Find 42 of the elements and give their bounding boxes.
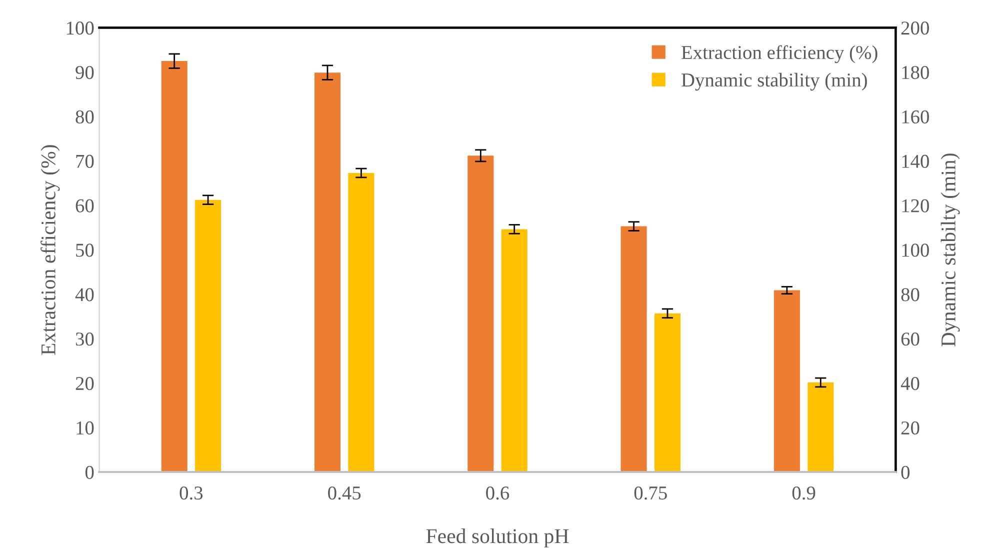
x-tick-label: 0.3 [180,486,203,500]
y2-tick-label: 60 [901,332,920,346]
bar [654,313,681,472]
y-tick-label: 70 [76,154,94,168]
bar [348,172,374,472]
y2-tick-label: 20 [901,421,920,435]
y-tick-label: 100 [66,22,94,35]
y2-tick-label: 180 [902,66,929,80]
bar [195,200,222,472]
y2-tick-label: 120 [902,199,929,212]
y2-tick-label: 80 [901,288,920,302]
bar [161,61,188,472]
x-tick-label: 0.9 [792,486,816,500]
x-axis-title: Feed solution pH [426,528,569,548]
y-tick-label: 80 [76,110,94,124]
bar [501,229,528,472]
x-tick-label: 0.6 [486,486,510,500]
y-tick-label: 10 [76,421,94,435]
y2-tick-label: 160 [902,110,929,124]
bar [620,226,647,472]
y-tick-label: 20 [76,376,94,390]
y2-axis-title: Dynamic stabilty (min) [940,154,960,346]
y-tick-label: 50 [76,244,94,257]
legend-label: Dynamic stability (min) [682,72,867,91]
y-tick-label: 40 [75,288,94,302]
x-tick-label: 0.45 [328,486,361,500]
y-tick-label: 0 [85,466,94,479]
bar [808,382,834,472]
bar [314,72,341,472]
legend-label: Extraction efficiency (%) [682,45,878,64]
bar [468,156,494,472]
y-axis-title: Extraction efficiency (%) [40,145,60,355]
y2-tick-label: 140 [902,154,929,168]
y-tick-label: 90 [76,66,94,80]
x-tick-label: 0.75 [634,486,667,500]
y-tick-label: 60 [76,199,94,212]
y-tick-label: 30 [76,332,94,346]
y2-tick-label: 200 [901,22,929,35]
y2-tick-label: 0 [901,466,910,479]
bar [774,290,800,472]
y2-tick-label: 40 [900,376,920,390]
y2-tick-label: 100 [902,244,929,257]
